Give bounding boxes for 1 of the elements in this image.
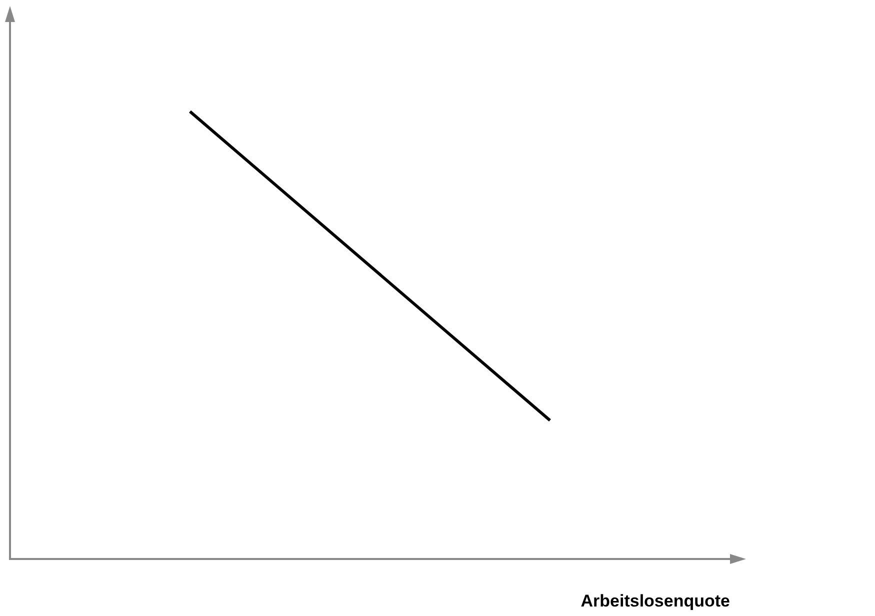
x-axis-title: Arbeitslosenquote <box>580 591 730 610</box>
